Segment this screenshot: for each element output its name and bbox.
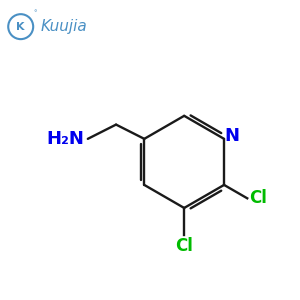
- Text: N: N: [225, 127, 240, 145]
- Text: K: K: [16, 22, 25, 32]
- Text: Cl: Cl: [249, 189, 267, 207]
- Text: °: °: [34, 11, 37, 16]
- Text: H₂N: H₂N: [46, 130, 84, 148]
- Text: Kuujia: Kuujia: [40, 19, 87, 34]
- Text: Cl: Cl: [175, 237, 193, 255]
